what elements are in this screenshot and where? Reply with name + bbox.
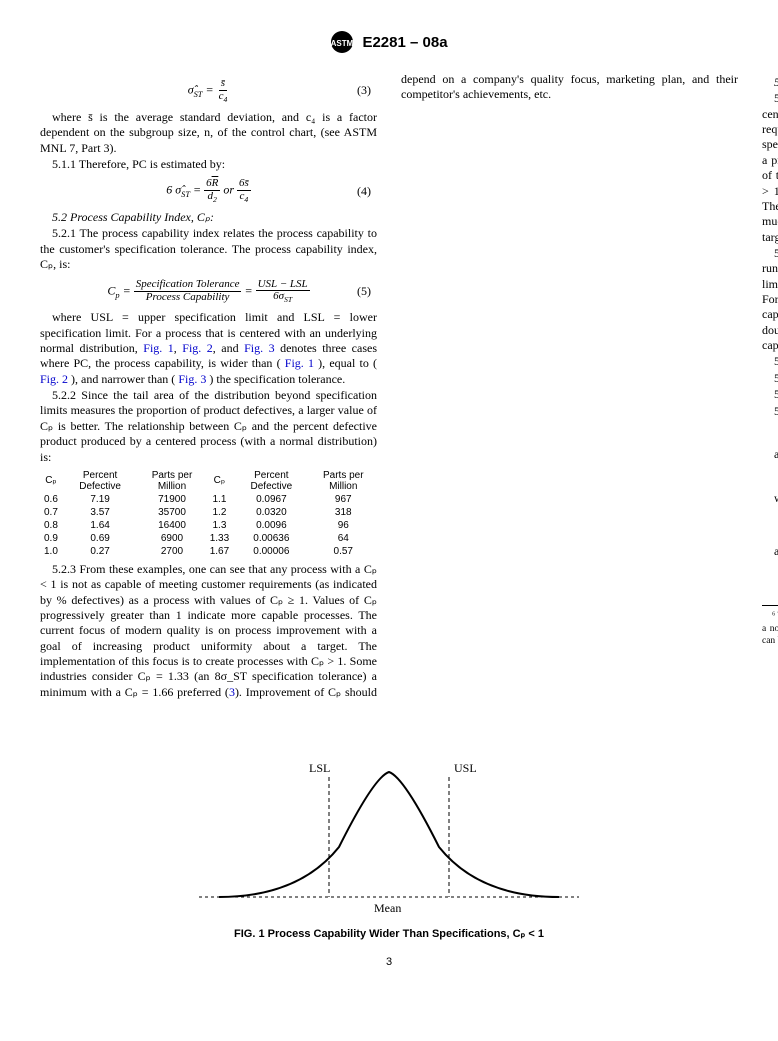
table-cell: 1.2 [206, 506, 233, 519]
txt: ), and narrower than ( [71, 372, 175, 386]
equation-9: Ĉpkl = X − LSL3 σ̂ST (9) [762, 566, 778, 592]
para-5-3-2: 5.3.2 For those cases where the process … [762, 246, 778, 354]
txt: ), equal to ( [318, 356, 377, 370]
table-row: 0.90.6969001.330.0063664 [40, 532, 377, 545]
th: Cₚ [40, 469, 62, 493]
table-cell: 35700 [138, 506, 205, 519]
table-cell: 0.0320 [233, 506, 309, 519]
para-lower-def: and the estimated lower process capabili… [762, 544, 778, 559]
th: Percent Defective [233, 469, 309, 493]
table-cell: 1.0 [40, 545, 62, 558]
eq-num-3: (3) [357, 83, 371, 98]
table-cell: 0.7 [40, 506, 62, 519]
eq-num-4: (4) [357, 184, 371, 199]
table-cell: 1.3 [206, 519, 233, 532]
table-cell: 0.8 [40, 519, 62, 532]
table-cell: 16400 [138, 519, 205, 532]
table-row: 1.00.2727001.670.000060.57 [40, 545, 377, 558]
para-5-3-2-1: 5.3.2.1 The specification limit(s), [762, 354, 778, 369]
table-cell: 0.57 [310, 545, 377, 558]
usl-label: USL [454, 761, 477, 775]
equation-7: Ĉpk = min[ Ĉpku, Ĉpkl ] (7) [762, 469, 778, 485]
document-header: ASTM E2281 – 08a [40, 30, 738, 54]
table-cell: 3.57 [62, 506, 138, 519]
fig1-link[interactable]: Fig. 1 [143, 341, 174, 355]
svg-text:ASTM: ASTM [331, 39, 354, 48]
th: Parts per Million [138, 469, 205, 493]
para-5-2-2: 5.2.2 Since the tail area of the distrib… [40, 388, 377, 465]
table-cell: 0.00636 [233, 532, 309, 545]
cp-defective-table: Cₚ Percent Defective Parts per Million C… [40, 469, 377, 558]
table-cell: 318 [310, 506, 377, 519]
equation-5: Cp = Specification ToleranceProcess Capa… [40, 279, 377, 305]
table-cell: 0.9 [40, 532, 62, 545]
para-5-1-1: 5.1.1 Therefore, PC is estimated by: [40, 157, 377, 172]
para-where-sbar: where s̄ is the average standard deviati… [40, 110, 377, 156]
table-cell: 71900 [138, 493, 205, 506]
th: Parts per Million [310, 469, 377, 493]
table-cell: 0.0096 [233, 519, 309, 532]
table-cell: 0.6 [40, 493, 62, 506]
para-5-2-1: 5.2.1 The process capability index relat… [40, 226, 377, 272]
fig1-link-2[interactable]: Fig. 1 [285, 356, 314, 370]
lsl-label: LSL [309, 761, 330, 775]
figure-1: LSL USL Mean FIG. 1 Process Capability W… [40, 747, 738, 940]
para-5-3-2-3: 5.3.2.3 The current σ̂_ST [762, 387, 778, 402]
table-cell: 1.67 [206, 545, 233, 558]
table-cell: 0.27 [62, 545, 138, 558]
table-cell: 0.0967 [233, 493, 309, 506]
table-cell: 0.00006 [233, 545, 309, 558]
table-cell: 2700 [138, 545, 205, 558]
txt: ) the specification tolerance. [209, 372, 345, 386]
para-estimated-by: and is estimated by: [762, 447, 778, 462]
table-row: 0.67.19719001.10.0967967 [40, 493, 377, 506]
table-cell: 6900 [138, 532, 205, 545]
table-cell: 1.1 [206, 493, 233, 506]
fig3-link[interactable]: Fig. 3 [244, 341, 275, 355]
section-5-3: 5.3 Process Capability Indices Adjusted … [762, 75, 778, 90]
table-cell: 96 [310, 519, 377, 532]
para-upper-def: where the estimated upper process capabi… [762, 491, 778, 506]
fig2-link-2[interactable]: Fig. 2 [40, 372, 68, 386]
fig3-link-2[interactable]: Fig. 3 [178, 372, 206, 386]
astm-logo: ASTM [330, 30, 354, 54]
table-cell: 1.64 [62, 519, 138, 532]
fig2-link[interactable]: Fig. 2 [182, 341, 213, 355]
table-cell: 967 [310, 493, 377, 506]
mean-label: Mean [374, 901, 401, 915]
page-number: 3 [40, 956, 738, 968]
para-5-3-3: 5.3.3 Under the assumption of normality,… [762, 404, 778, 419]
table-cell: 1.33 [206, 532, 233, 545]
content-columns: σ̂ST = s̄c4 (3) where s̄ is the average … [40, 72, 738, 722]
table-row: 0.81.64164001.30.009696 [40, 519, 377, 532]
figure-1-caption: FIG. 1 Process Capability Wider Than Spe… [40, 927, 738, 940]
th: Percent Defective [62, 469, 138, 493]
para-5-3-1: 5.3.1 The above examples depict process … [762, 91, 778, 245]
table-cell: 0.69 [62, 532, 138, 545]
table-cell: 7.19 [62, 493, 138, 506]
section-5-2: 5.2 Process Capability Index, Cₚ: [40, 210, 377, 225]
para-where-usl: where USL = upper specification limit an… [40, 310, 377, 387]
equation-8: Ĉpku = USL − X3 σ̂ST (8) [762, 512, 778, 538]
txt: 5.2.3 From these examples, one can see t… [40, 562, 377, 699]
th: Cₚ [206, 469, 233, 493]
eq-num-5: (5) [357, 284, 371, 299]
document-id: E2281 – 08a [362, 34, 447, 51]
equation-4: 6 σ̂ST = 6Rd2 or 6s̄c4 (4) [40, 178, 377, 204]
equation-3: σ̂ST = s̄c4 (3) [40, 78, 377, 104]
footnote-6: ⁶ Testing for the normality of a set of … [762, 605, 778, 646]
table-cell: 64 [310, 532, 377, 545]
figure-1-svg: LSL USL Mean [179, 747, 599, 917]
equation-6: Cpk = min[Cpku, Cpkl] (6) [762, 425, 778, 441]
para-5-3-2-2: 5.3.2.2 The current process average, and [762, 371, 778, 386]
table-row: 0.73.57357001.20.0320318 [40, 506, 377, 519]
